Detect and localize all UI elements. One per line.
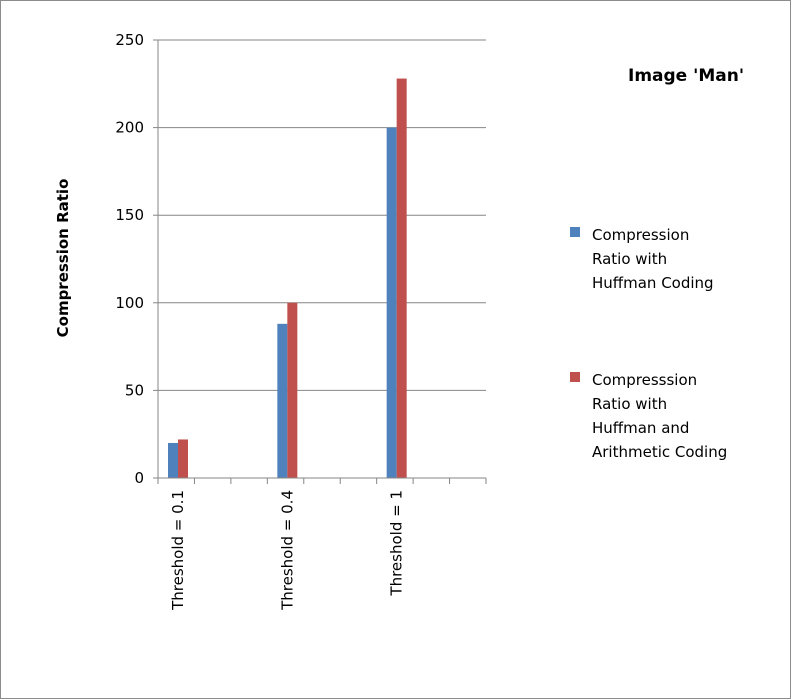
y-axis-title: Compression Ratio bbox=[54, 179, 72, 338]
tick-labels: 0 50 100 150 200 250 Threshold = 0.1 Threshold … bbox=[115, 31, 405, 611]
legend-label: Huffman Coding bbox=[592, 274, 714, 292]
y-tick-label: 150 bbox=[115, 206, 144, 224]
bars bbox=[168, 78, 407, 478]
x-tick-label: Threshold = 0.4 bbox=[278, 490, 296, 611]
y-tick-label: 0 bbox=[134, 469, 144, 487]
bar-huffman-arithmetic bbox=[178, 439, 188, 478]
bar-huffman-arithmetic bbox=[287, 302, 298, 478]
legend: Compression Ratio with Huffman Coding Compr… bbox=[570, 226, 727, 461]
bar-huffman-arithmetic bbox=[396, 78, 407, 478]
y-tick-label: 100 bbox=[115, 294, 144, 312]
bar-huffman bbox=[386, 127, 397, 478]
legend-label: Ratio with bbox=[592, 250, 667, 268]
legend-swatch bbox=[570, 227, 580, 237]
legend-label: Ratio with bbox=[592, 395, 667, 413]
legend-swatch bbox=[570, 372, 580, 382]
legend-label: Compression bbox=[592, 226, 689, 244]
x-tick-label: Threshold = 0.1 bbox=[169, 490, 187, 611]
gridlines bbox=[158, 39, 486, 391]
legend-label: Arithmetic Coding bbox=[592, 443, 727, 461]
x-tick-label: Threshold = 1 bbox=[388, 490, 406, 597]
bar-huffman bbox=[277, 323, 288, 478]
y-tick-label: 250 bbox=[115, 31, 144, 49]
bar-huffman bbox=[168, 442, 178, 478]
legend-label: Huffman and bbox=[592, 419, 689, 437]
y-tick-label: 200 bbox=[115, 119, 144, 137]
axes bbox=[153, 39, 487, 484]
y-tick-label: 50 bbox=[125, 381, 144, 399]
chart-title: Image 'Man' bbox=[628, 66, 744, 86]
legend-label: Compresssion bbox=[592, 371, 697, 389]
